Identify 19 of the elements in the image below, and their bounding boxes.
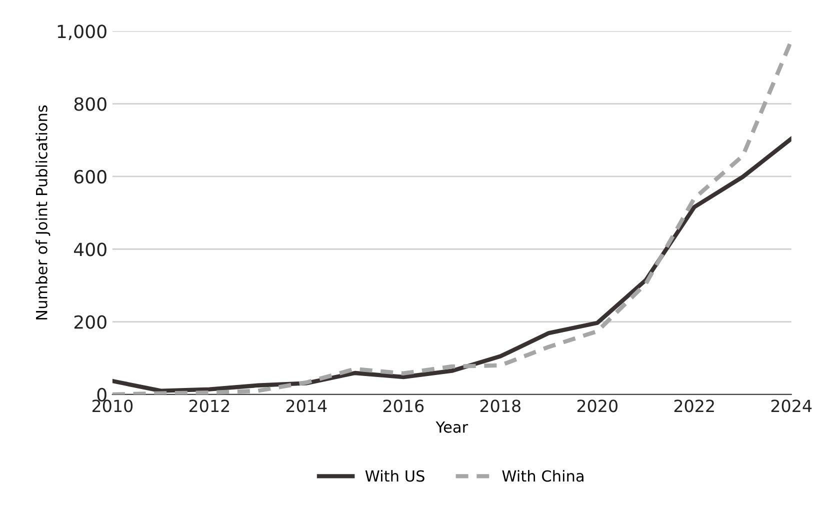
y-axis-title: Number of Joint Publications [36,105,50,320]
y-tick-label: 600 [74,170,106,184]
x-tick-label: 2016 [383,400,424,412]
legend-label: With US [365,470,424,482]
x-tick-label: 2022 [674,400,714,412]
x-tick-label: 2012 [189,400,229,412]
x-tick-label: 2014 [286,400,327,412]
line-series [112,136,792,393]
y-tick-label: 0 [97,388,106,402]
x-tick-label: 2018 [480,400,520,412]
y-tick-label: 800 [74,97,106,111]
x-axis-title: Year [436,421,468,433]
y-tick-label: 1,000 [58,24,106,40]
legend-label: With China [502,470,584,482]
y-tick-label: 200 [74,315,106,329]
x-tick-label: 2024 [771,400,812,412]
x-tick-label: 2020 [577,400,618,412]
x-tick-label: 2010 [92,400,133,412]
y-tick-label: 400 [74,242,106,256]
